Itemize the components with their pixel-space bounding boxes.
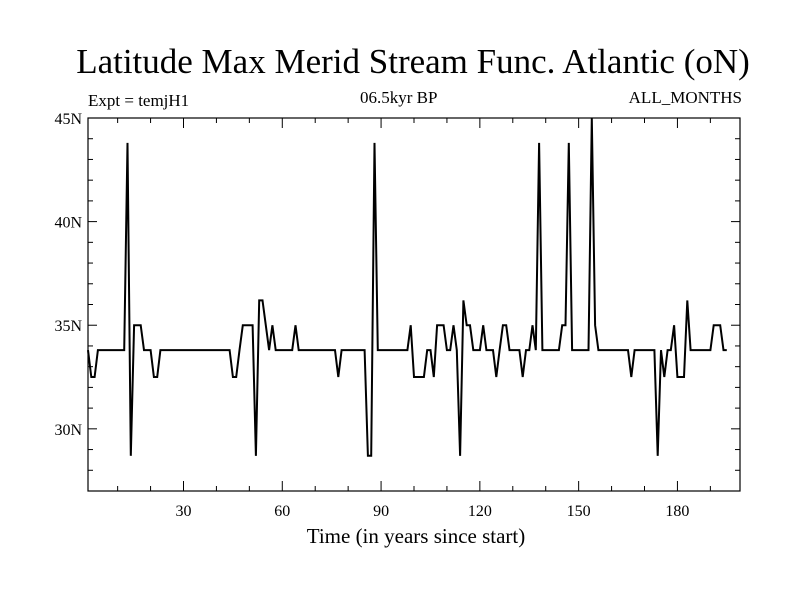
x-tick-label: 180 — [665, 503, 689, 520]
chart-title: Latitude Max Merid Stream Func. Atlantic… — [76, 42, 750, 81]
x-tick-label: 60 — [274, 503, 290, 520]
experiment-label: Expt = temjH1 — [88, 91, 190, 110]
x-axis-label: Time (in years since start) — [307, 524, 526, 548]
series-line — [87, 117, 727, 457]
x-tick-label: 120 — [468, 503, 492, 520]
y-tick-label: 30N — [54, 422, 82, 439]
axis-ticks — [88, 117, 740, 492]
plot-frame — [87, 117, 741, 492]
months-label: ALL_MONTHS — [628, 88, 742, 107]
x-tick-label: 90 — [373, 503, 389, 520]
y-tick-label: 40N — [54, 215, 82, 232]
tick-labels: 30N 35N 40N 45N 30 60 90 120 150 180 — [54, 111, 689, 520]
period-label: 06.5kyr BP — [360, 88, 438, 107]
y-tick-label: 45N — [54, 111, 82, 128]
x-tick-label: 150 — [567, 503, 591, 520]
y-tick-label: 35N — [54, 318, 82, 335]
x-tick-label: 30 — [175, 503, 191, 520]
